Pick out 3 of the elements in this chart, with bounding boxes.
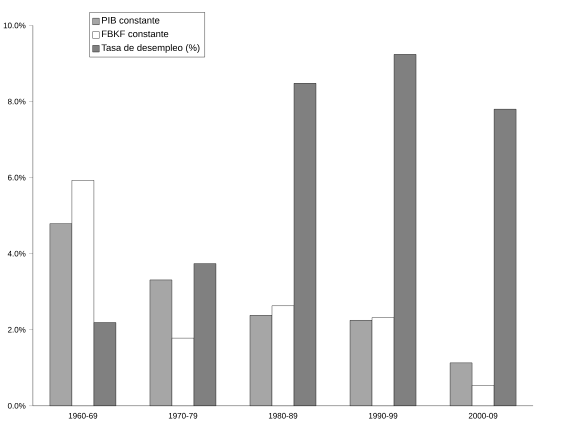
legend-label: PIB constante [102, 16, 160, 24]
legend-label: FBKF constante [102, 30, 168, 37]
legend-label: Tasa de desempleo (%) [102, 44, 200, 53]
